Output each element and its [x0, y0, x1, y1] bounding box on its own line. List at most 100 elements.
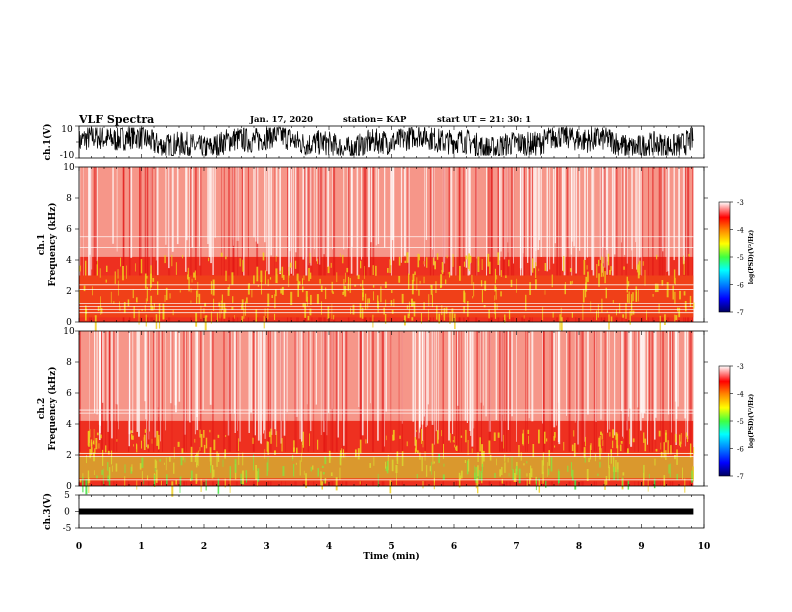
spectrogram-streak	[94, 331, 96, 413]
spectrogram-activity	[280, 288, 283, 294]
spectrogram-activity	[224, 308, 227, 313]
spectrogram-streak	[568, 331, 571, 486]
spectrogram-activity	[357, 274, 360, 280]
spectrogram-streak	[89, 167, 90, 279]
spectrogram-activity	[413, 301, 416, 317]
spectrogram-streak	[276, 167, 278, 257]
spectrogram-streak	[438, 331, 439, 440]
spectrogram-activity	[573, 443, 576, 457]
spectrogram-activity	[414, 437, 416, 445]
spectrogram-activity	[600, 263, 603, 277]
spectrogram-streak	[281, 331, 282, 486]
spectrogram-upper-region	[79, 167, 694, 257]
spectrogram-streak	[647, 331, 648, 445]
spectrogram-activity	[619, 444, 622, 452]
spectrogram-activity	[419, 280, 421, 284]
spectrogram-streak	[600, 167, 603, 322]
spectrogram-no-data	[693, 167, 704, 322]
spectrogram-streak	[332, 167, 333, 250]
spectrogram-streak	[573, 167, 575, 247]
spectrogram-activity	[605, 287, 607, 299]
spectrogram-activity	[503, 434, 504, 449]
spectrogram-activity	[380, 286, 382, 303]
spectrogram-streak	[476, 331, 478, 486]
spectrogram-activity	[551, 274, 553, 288]
spectrogram-activity	[281, 266, 284, 278]
spectrogram-activity	[153, 474, 156, 486]
spectrogram-activity	[82, 476, 84, 493]
spectrogram-activity	[135, 263, 136, 272]
spectrogram-streak	[455, 167, 457, 282]
ch2-colorbar	[718, 365, 731, 477]
spectrogram-activity	[481, 259, 483, 270]
spectrogram-activity	[348, 277, 349, 291]
spectrogram-streak	[638, 167, 640, 278]
spectrogram-streak	[434, 331, 435, 445]
spectrogram-activity	[293, 440, 295, 453]
spectrogram-streak	[264, 167, 266, 243]
spectrogram-activity	[431, 294, 433, 308]
spectrogram-streak	[675, 331, 678, 419]
spectrogram-activity	[680, 441, 682, 448]
spectrogram-activity	[572, 280, 573, 284]
spectrogram-activity	[169, 293, 171, 299]
spectrogram-activity	[182, 255, 183, 259]
spectrogram-activity	[302, 431, 304, 448]
spectrogram-streak	[614, 331, 616, 436]
spectrogram-streak	[165, 167, 167, 245]
spectrogram-activity	[431, 443, 434, 456]
spectrogram-activity	[626, 293, 629, 303]
spectrogram-streak	[671, 331, 672, 433]
spectrogram-activity	[554, 432, 556, 438]
spectrogram-activity	[301, 440, 303, 453]
spectrogram-activity	[508, 259, 510, 267]
spectrogram-activity	[119, 301, 120, 308]
spectrogram-streak	[233, 167, 234, 246]
spectrogram-activity	[231, 272, 234, 285]
spectrogram-streak	[237, 167, 239, 322]
spectrogram-streak	[102, 331, 104, 403]
spectrogram-activity	[105, 445, 107, 453]
spectrogram-streak	[401, 331, 403, 424]
spectrogram-activity	[527, 429, 530, 434]
spectrogram-streak	[236, 331, 237, 486]
spectrogram-streak	[575, 167, 577, 274]
spectrogram-activity	[187, 267, 189, 280]
spectrogram-activity	[119, 306, 121, 311]
spectrogram-activity	[138, 310, 140, 325]
spectrogram-streak	[391, 167, 394, 241]
spectrogram-streak	[586, 331, 589, 415]
spectrogram-streak	[511, 167, 513, 322]
spectrogram-streak	[398, 331, 400, 486]
spectrogram-activity	[525, 294, 527, 311]
ch2-colorbar-label: log(PSD)(V²/Hz)	[748, 394, 755, 449]
spectrogram-activity	[683, 291, 686, 296]
panel-ch2-spec-ytick-label: 4	[66, 420, 72, 430]
spectrogram-streak	[375, 167, 377, 246]
panel-ch2-spec-ytick-label: 0	[66, 482, 72, 492]
spectrogram-streak	[93, 167, 96, 322]
spectrogram-activity	[494, 313, 496, 319]
spectrogram-streak	[625, 167, 627, 322]
spectrogram-streak	[488, 331, 491, 486]
spectrogram-streak	[400, 167, 402, 263]
spectrogram-activity	[665, 432, 667, 443]
spectrogram-activity	[477, 256, 480, 272]
spectrogram-activity	[194, 270, 196, 280]
spectrogram-activity	[693, 447, 695, 455]
spectrogram-streak	[128, 167, 131, 322]
spectrogram-activity	[471, 448, 473, 454]
spectrogram-activity	[480, 280, 483, 287]
spectrogram-activity	[443, 307, 446, 321]
spectrogram-streak	[568, 167, 570, 249]
spectrogram-streak	[475, 167, 478, 322]
spectrogram-streak	[290, 167, 292, 274]
spectrogram-activity	[324, 478, 327, 484]
spectrogram-activity	[683, 255, 684, 265]
spectrogram-activity	[319, 278, 321, 284]
spectrogram-activity	[646, 310, 647, 321]
spectrogram-activity	[162, 303, 165, 320]
panel-ch2-spec-channel-label: ch.2	[37, 398, 47, 419]
spectrogram-activity	[472, 296, 474, 299]
spectrogram-activity	[443, 443, 444, 459]
